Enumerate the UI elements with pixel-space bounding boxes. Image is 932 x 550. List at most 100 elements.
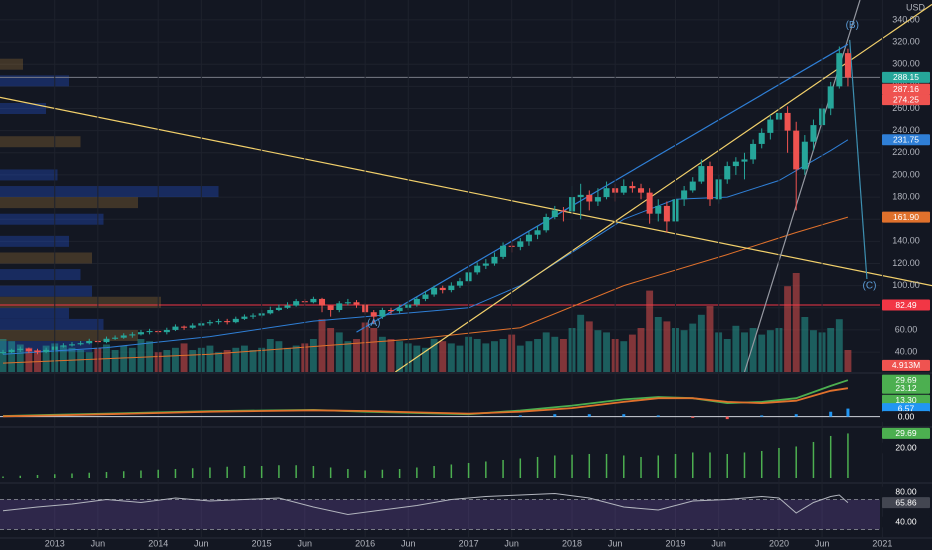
- price-tag: [882, 411, 930, 423]
- candle-body: [422, 294, 429, 299]
- volume-profile-bar: [0, 285, 92, 297]
- volume-bar: [603, 332, 610, 372]
- oscillator-bar: [554, 455, 556, 478]
- candle-body: [482, 263, 489, 266]
- oscillator-bar: [605, 453, 608, 478]
- price-tag: [882, 71, 930, 83]
- candle-body: [336, 303, 343, 310]
- price-tag-label: 65.86: [895, 497, 917, 507]
- volume-bar: [525, 341, 533, 372]
- volume-bar: [439, 341, 447, 372]
- volume-bar: [223, 350, 231, 372]
- candle-body: [232, 318, 239, 323]
- candle-body: [284, 305, 291, 308]
- oscillator-bar: [122, 471, 125, 478]
- oscillator-bar: [536, 456, 539, 478]
- candle-body: [767, 119, 774, 133]
- volume-bar: [835, 319, 843, 372]
- price-tag-label: 13.30: [895, 395, 917, 405]
- volume-bar: [370, 328, 378, 372]
- candle-body: [620, 186, 627, 193]
- volume-bar: [534, 339, 542, 372]
- volume-profile-bar: [0, 318, 104, 330]
- volume-bar: [697, 314, 705, 372]
- volume-profile-bar: [0, 136, 81, 148]
- volume-profile-bar: [0, 296, 161, 308]
- volume-bar: [810, 330, 817, 372]
- y-tick-label: 40.00: [895, 346, 918, 356]
- price-tag: [882, 382, 930, 394]
- oscillator-bar: [502, 459, 504, 478]
- price-tag: [882, 359, 930, 371]
- volume-bar: [594, 330, 602, 372]
- candle-body: [206, 322, 213, 324]
- price-tag: [882, 299, 930, 311]
- macd-histogram-bar: [691, 416, 695, 418]
- volume-bar: [266, 339, 274, 372]
- volume-bar: [42, 345, 50, 372]
- oscillator-bar: [398, 468, 401, 478]
- candle-body: [646, 192, 653, 214]
- volume-bar: [689, 323, 697, 372]
- y-tick-label: 300.00: [892, 59, 920, 69]
- price-tag-label: 82.49: [895, 300, 917, 310]
- x-tick-label: 2020: [769, 538, 789, 548]
- candle-body: [732, 161, 739, 167]
- oscillator-bar: [105, 471, 108, 478]
- candle-body: [0, 352, 7, 354]
- volume-bar: [16, 344, 24, 372]
- x-tick-label: 2016: [355, 538, 375, 548]
- oscillator-bar: [485, 461, 487, 478]
- price-tag: [882, 134, 930, 146]
- oscillator-bar: [450, 464, 453, 478]
- x-tick-label: Jun: [401, 538, 416, 548]
- volume-profile-bar: [0, 235, 69, 247]
- oscillator-bar: [19, 475, 22, 478]
- volume-bar: [0, 339, 7, 372]
- volume-bar: [85, 352, 93, 372]
- candle-body: [810, 125, 817, 142]
- trendline: [0, 96, 932, 287]
- candle-body: [439, 287, 446, 291]
- candle-body: [129, 334, 136, 336]
- x-tick-label: Jun: [298, 538, 313, 548]
- macd-histogram-bar: [622, 414, 626, 417]
- candle-body: [86, 341, 93, 344]
- candle-body: [534, 230, 541, 235]
- candle-body: [25, 348, 32, 351]
- candle-body: [758, 132, 765, 144]
- x-tick-label: Jun: [91, 538, 106, 548]
- volume-bar: [309, 339, 317, 372]
- candle-body: [293, 301, 300, 306]
- candle-body: [120, 335, 127, 338]
- rsi-band: [0, 499, 880, 530]
- volume-bar: [215, 352, 223, 372]
- volume-bar: [284, 347, 291, 372]
- main-pane: [0, 0, 932, 372]
- price-tag-label: 4.913M: [892, 360, 920, 370]
- volume-bar: [232, 347, 240, 372]
- y-tick-label: 100.00: [892, 280, 920, 290]
- volume-bar: [137, 339, 145, 372]
- volume-bar: [206, 345, 214, 372]
- volume-bar: [637, 328, 645, 372]
- oscillator-bar: [691, 452, 694, 478]
- oscillator-bar: [743, 452, 746, 478]
- oscillator-bar: [416, 467, 418, 478]
- candle-body: [370, 312, 377, 317]
- oscillator-bar: [381, 469, 384, 478]
- x-tick-label: Jun: [815, 538, 830, 548]
- volume-bar: [491, 341, 498, 372]
- volume-bar: [801, 317, 809, 372]
- candle-body: [267, 310, 274, 314]
- y-tick-label: 240.00: [892, 125, 920, 135]
- currency: USD: [906, 2, 926, 12]
- volume-profile-bar: [0, 252, 92, 264]
- y-tick-label: 180.00: [892, 191, 920, 201]
- volume-bar: [249, 350, 257, 372]
- oscillator-bar: [829, 435, 832, 478]
- volume-bar: [766, 330, 774, 372]
- annotation: (B): [846, 20, 859, 31]
- candle-body: [663, 205, 670, 222]
- candle-body: [525, 234, 532, 242]
